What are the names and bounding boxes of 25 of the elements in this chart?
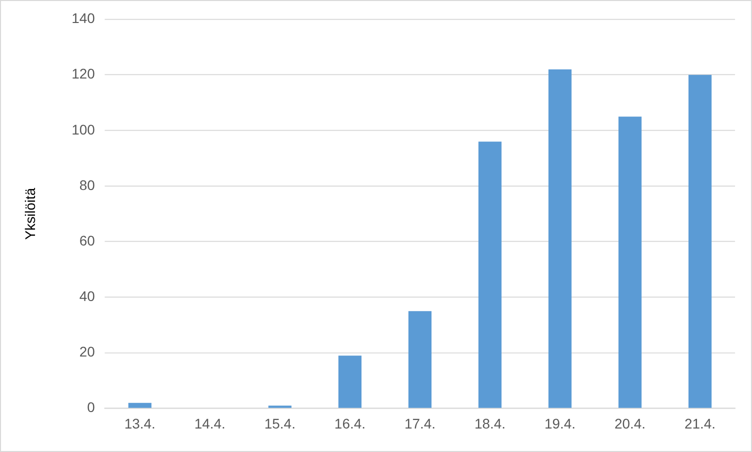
x-tick-label: 19.4. [544,416,576,432]
y-tick-label: 20 [79,344,96,360]
y-tick-label: 140 [72,10,96,26]
x-tick-label: 21.4. [684,416,716,432]
x-tick-label: 17.4. [404,416,436,432]
x-tick-label: 13.4. [124,416,156,432]
bar [688,74,712,408]
bar [408,311,432,408]
y-tick-label: 80 [79,176,96,193]
x-tick-label: 16.4. [334,416,366,432]
y-tick-label: 0 [87,399,96,416]
bar [478,142,502,408]
y-axis-title: Yksilöitä [22,188,38,240]
x-tick-label: 20.4. [614,416,646,432]
bar [338,356,362,408]
x-tick-label: 18.4. [474,416,506,432]
y-tick-label: 100 [72,121,96,138]
y-tick-label: 120 [72,66,96,82]
y-tick-label: 40 [79,288,96,304]
bar [618,116,642,408]
x-tick-label: 15.4. [264,416,296,432]
y-tick-label: 60 [79,232,96,248]
bar [548,69,572,408]
bar [128,402,152,408]
x-tick-label: 14.4. [194,416,226,432]
